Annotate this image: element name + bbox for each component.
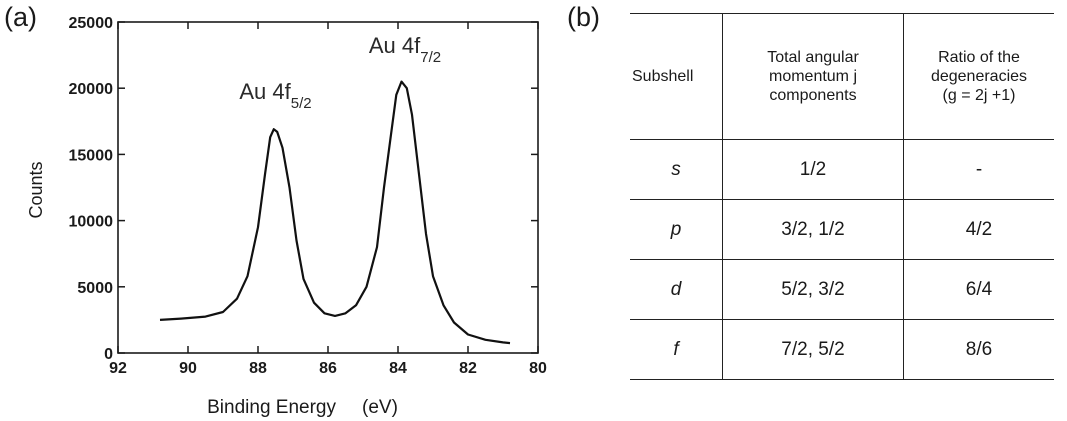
table-row: f 7/2, 5/2 8/6 — [630, 319, 1054, 380]
table-row: s 1/2 - — [630, 139, 1054, 200]
header-ratio: Ratio of the degeneracies (g = 2j +1) — [903, 13, 1054, 140]
y-tick-label: 10000 — [69, 214, 114, 231]
x-axis-label: Binding Energy — [207, 397, 336, 418]
x-tick-label: 88 — [249, 360, 267, 377]
cell-ratio: - — [903, 139, 1054, 200]
x-tick-label: 90 — [179, 360, 197, 377]
y-tick-label: 15000 — [69, 147, 114, 164]
x-tick-label: 92 — [109, 360, 127, 377]
degeneracy-table: Subshell Total angular momentum j compon… — [630, 13, 1054, 380]
spectrum-line — [159, 80, 511, 345]
au-4f52-label: Au 4f5/2 — [239, 79, 311, 112]
cell-ratio: 8/6 — [903, 319, 1054, 380]
cell-subshell: f — [630, 319, 723, 380]
header-components-line-2: momentum j — [768, 68, 858, 85]
peak-annotations: Au 4f5/2 Au 4f7/2 — [239, 33, 441, 112]
plot-frame — [117, 21, 539, 354]
au-4f72-label: Au 4f7/2 — [369, 33, 441, 66]
cell-components: 3/2, 1/2 — [722, 199, 904, 260]
y-tick-label: 20000 — [69, 81, 114, 98]
y-axis-ticks: 0 5000 10000 15000 20000 25000 — [69, 15, 538, 363]
x-tick-label: 82 — [459, 360, 477, 377]
y-tick-label: 0 — [104, 346, 113, 363]
y-tick-label: 25000 — [69, 15, 114, 32]
header-components-line-1: Total angular — [767, 49, 859, 66]
cell-components: 1/2 — [722, 139, 904, 200]
x-axis-ticks: 92 90 88 86 84 82 80 — [109, 22, 547, 377]
header-ratio-line-1: Ratio of the — [938, 49, 1020, 66]
panel-b-label: (b) — [567, 2, 600, 32]
header-subshell: Subshell — [630, 13, 723, 140]
x-axis-unit: (eV) — [362, 397, 398, 418]
cell-subshell: s — [630, 139, 723, 200]
header-components-line-3: components — [769, 87, 857, 104]
cell-ratio: 6/4 — [903, 259, 1054, 320]
x-tick-label: 84 — [389, 360, 407, 377]
panel-a-label: (a) — [4, 2, 37, 32]
header-ratio-line-3: (g = 2j +1) — [942, 87, 1016, 104]
y-tick-label: 5000 — [77, 280, 113, 297]
x-tick-label: 86 — [319, 360, 337, 377]
cell-components: 5/2, 3/2 — [722, 259, 904, 320]
cell-subshell: p — [630, 199, 723, 260]
table-header-row: Subshell Total angular momentum j compon… — [630, 13, 1054, 140]
xps-spectrum-chart: 0 5000 10000 15000 20000 25000 92 90 88 86 84 82 80… — [26, 15, 547, 418]
x-tick-label: 80 — [529, 360, 547, 377]
header-ratio-line-2: degeneracies — [930, 68, 1028, 85]
cell-components: 7/2, 5/2 — [722, 319, 904, 380]
table-row: d 5/2, 3/2 6/4 — [630, 259, 1054, 320]
y-axis-label: Counts — [26, 161, 46, 218]
table-row: p 3/2, 1/2 4/2 — [630, 199, 1054, 260]
cell-subshell: d — [630, 259, 723, 320]
cell-ratio: 4/2 — [903, 199, 1054, 260]
header-components: Total angular momentum j components — [722, 13, 904, 140]
